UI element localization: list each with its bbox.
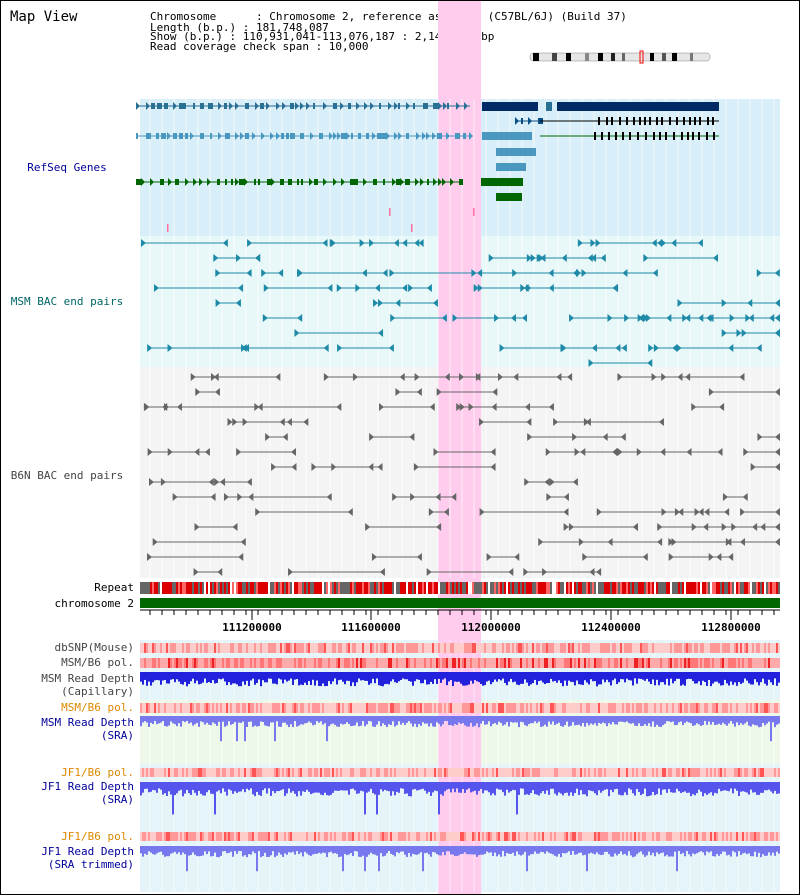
- jf1-depth-sra-label: JF1 Read Depth: [41, 780, 134, 793]
- page-title: Map View: [10, 9, 78, 25]
- length-info: Length (b.p.) : 181,748,087: [150, 21, 329, 34]
- repeat-label: Repeat: [94, 581, 134, 594]
- msm-depth-capillary-label: MSM Read Depth: [41, 672, 134, 685]
- jf1-depth-trimmed-sublabel: (SRA trimmed): [47, 858, 134, 871]
- msm-depth-sra-label: MSM Read Depth: [41, 716, 134, 729]
- dbsnp-label: dbSNP(Mouse): [54, 641, 134, 654]
- msm-depth-capillary-sublabel: (Capillary): [61, 685, 134, 698]
- axis-tick-label: 111200000: [222, 621, 282, 634]
- jf1-b6-pol-label-2: JF1/B6 pol.: [61, 830, 134, 843]
- refseq-genes-label[interactable]: RefSeq Genes: [27, 161, 107, 174]
- msm-b6-pol-label: MSM/B6 pol.: [61, 656, 134, 669]
- coverage-span-info: Read coverage check span : 10,000: [150, 40, 369, 53]
- jf1-depth-sra-sublabel: (SRA): [100, 793, 134, 806]
- ideogram-position-marker: [639, 50, 644, 64]
- axis-tick-label: 112800000: [701, 621, 761, 634]
- msm-b6-pol-label-2: MSM/B6 pol.: [61, 701, 134, 714]
- msm-bac-label[interactable]: MSM BAC end pairs: [10, 295, 124, 308]
- axis-tick-label: 112000000: [461, 621, 521, 634]
- axis-tick-label: 112400000: [581, 621, 641, 634]
- jf1-b6-pol-label: JF1/B6 pol.: [61, 766, 134, 779]
- chromosome-bar: [140, 598, 780, 608]
- msm-depth-sra-sublabel: (SRA): [100, 729, 134, 742]
- axis-tick-label: 111600000: [341, 621, 401, 634]
- jf1-depth-trimmed-label: JF1 Read Depth: [41, 845, 134, 858]
- b6n-bac-label[interactable]: B6N BAC end pairs: [10, 469, 124, 482]
- chromosome-label: chromosome 2: [54, 597, 134, 610]
